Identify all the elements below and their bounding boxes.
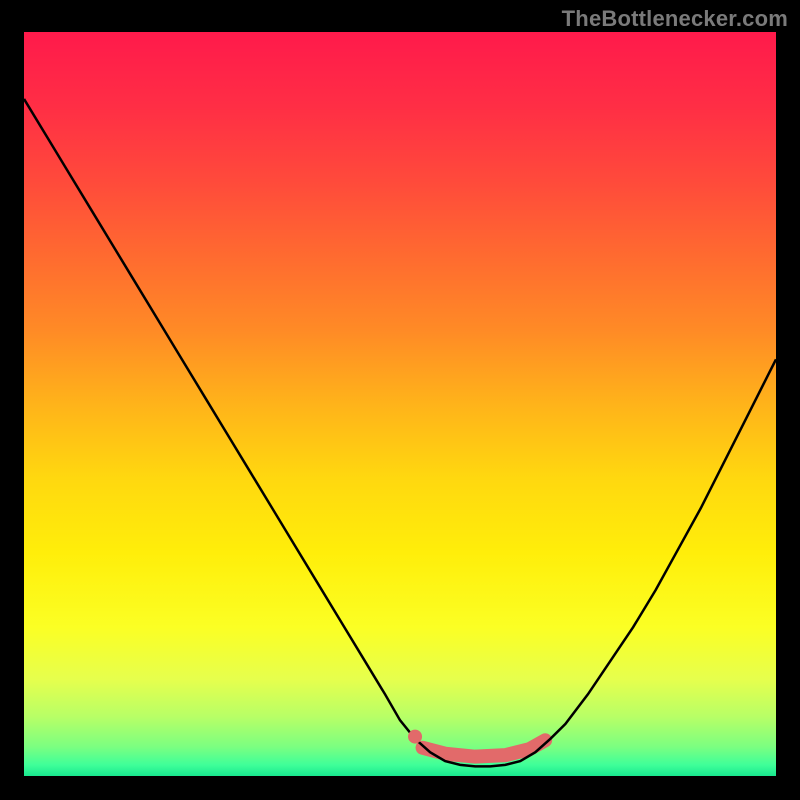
chart-container: TheBottlenecker.com bbox=[0, 0, 800, 800]
plot-area bbox=[24, 32, 776, 776]
watermark-text: TheBottlenecker.com bbox=[562, 6, 788, 32]
highlight-segment bbox=[423, 740, 546, 756]
bottleneck-curve bbox=[24, 99, 776, 766]
marker-dot bbox=[408, 730, 422, 744]
curve-layer bbox=[24, 32, 776, 776]
